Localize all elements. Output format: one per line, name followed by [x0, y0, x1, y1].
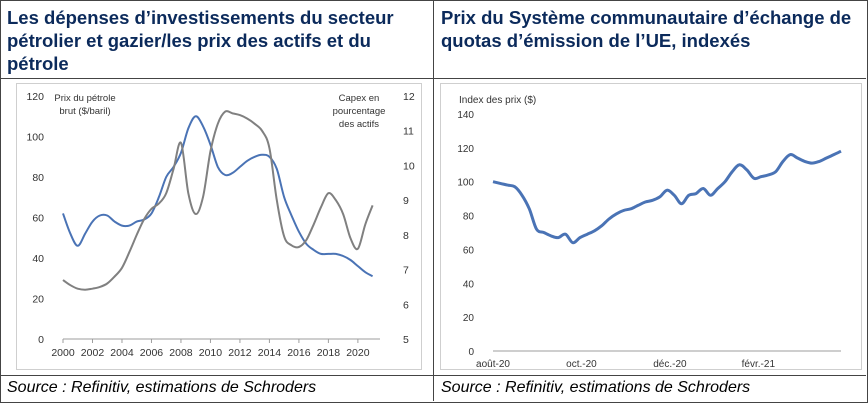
y-tick-label: 20: [463, 313, 475, 324]
x-tick-label: févr.-21: [742, 359, 776, 369]
left-chart-title: Les dépenses d’investissements du secteu…: [7, 7, 394, 74]
y-tick-label: 0: [468, 347, 474, 358]
x-tick-label: 2008: [169, 347, 193, 359]
y-tick-label: 120: [26, 91, 44, 103]
x-tick-label: 2006: [140, 347, 164, 359]
header-divider: [0, 78, 866, 79]
left-axis-title: brut ($/baril): [59, 106, 110, 117]
x-tick-label: déc.-20: [653, 359, 687, 369]
x-tick-label: 2012: [228, 347, 252, 359]
right-axis-title: Capex en: [339, 93, 380, 104]
y2-tick-label: 10: [403, 160, 415, 172]
y-axis-title: Index des prix ($): [459, 95, 536, 106]
y2-tick-label: 6: [403, 299, 409, 311]
right-source-note: Source : Refinitiv, estimations de Schro…: [441, 379, 751, 396]
right-axis-title: des actifs: [339, 119, 379, 130]
right-axis-title: pourcentage: [333, 106, 386, 117]
left-chart-panel: 0 20 40 60 80 100 120 5 6 7 8 9 10 11 12 2000 2002 2004 20…: [16, 83, 422, 370]
eu-ets-price-series-line: [492, 149, 842, 245]
x-tick-label: 2020: [346, 347, 370, 359]
y-tick-label: 20: [32, 294, 44, 306]
y2-tick-label: 9: [403, 195, 409, 207]
y-tick-label: 80: [463, 212, 475, 223]
left-line-chart: 0 20 40 60 80 100 120 5 6 7 8 9 10 11 12 2000 2002 2004 20…: [26, 91, 415, 359]
x-tick-label: 2018: [317, 347, 341, 359]
x-tick-label: oct.-20: [566, 359, 597, 369]
y-tick-label: 120: [457, 144, 474, 155]
y2-tick-label: 12: [403, 91, 415, 103]
left-source-note: Source : Refinitiv, estimations de Schro…: [7, 379, 317, 396]
y2-tick-label: 8: [403, 230, 409, 242]
oil-price-series-line: [62, 115, 374, 278]
y-tick-label: 80: [32, 172, 44, 184]
y-tick-label: 60: [32, 213, 44, 225]
right-chart-panel: Index des prix ($) 0 20 40 60 80 100 120 140 août…: [440, 83, 862, 370]
y-tick-label: 40: [463, 279, 475, 290]
y-tick-label: 40: [32, 253, 44, 265]
y2-tick-label: 5: [403, 334, 409, 346]
x-tick-label: 2016: [287, 347, 311, 359]
footer-divider: [0, 375, 866, 376]
y-tick-label: 100: [457, 178, 474, 189]
y2-tick-label: 11: [403, 126, 414, 138]
x-tick-label: 2002: [81, 347, 105, 359]
right-line-chart: Index des prix ($) 0 20 40 60 80 100 120 140 août…: [457, 95, 842, 369]
y2-tick-label: 7: [403, 265, 409, 277]
x-tick-label: août-20: [476, 359, 510, 369]
y-tick-label: 140: [457, 110, 474, 121]
x-tick-label: 2004: [110, 347, 134, 359]
capex-series-line: [62, 110, 374, 291]
x-tick-label: 2014: [258, 347, 282, 359]
x-tick-label: 2000: [51, 347, 75, 359]
y-tick-label: 60: [463, 245, 475, 256]
left-axis-title: Prix du pétrole: [54, 93, 115, 104]
x-tick-label: 2010: [199, 347, 223, 359]
y-tick-label: 0: [38, 334, 44, 346]
column-divider: [433, 0, 434, 401]
y-tick-label: 100: [26, 132, 44, 144]
right-chart-title: Prix du Système communautaire d’échange …: [441, 7, 852, 51]
